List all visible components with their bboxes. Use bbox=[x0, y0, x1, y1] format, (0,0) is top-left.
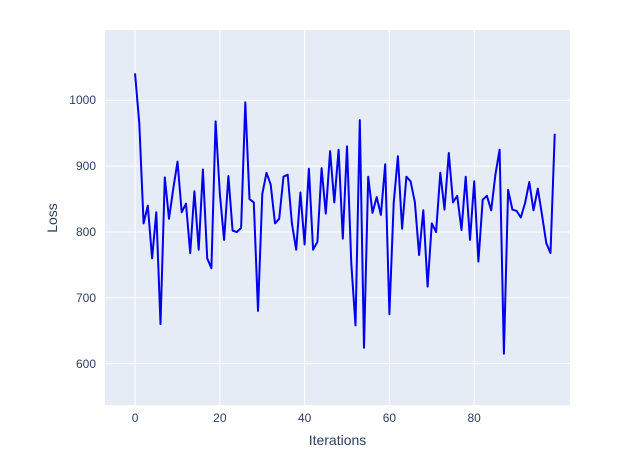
y-tick-label: 1000 bbox=[69, 93, 96, 108]
y-tick-label: 900 bbox=[75, 159, 96, 174]
x-tick-label: 60 bbox=[382, 411, 397, 425]
x-tick-label: 0 bbox=[131, 411, 139, 425]
y-axis-title: Loss bbox=[44, 202, 60, 233]
y-tick-label: 800 bbox=[75, 224, 96, 239]
x-tick-label: 80 bbox=[467, 411, 481, 425]
x-axis-title: Iterations bbox=[308, 432, 367, 448]
loss-line-series bbox=[134, 73, 556, 355]
x-tick-label: 20 bbox=[213, 411, 227, 425]
x-tick-label: 40 bbox=[297, 411, 312, 425]
y-tick-label: 700 bbox=[75, 290, 96, 305]
y-tick-label: 600 bbox=[75, 356, 96, 371]
gridlines bbox=[105, 30, 570, 405]
plot-area-background bbox=[105, 30, 570, 405]
